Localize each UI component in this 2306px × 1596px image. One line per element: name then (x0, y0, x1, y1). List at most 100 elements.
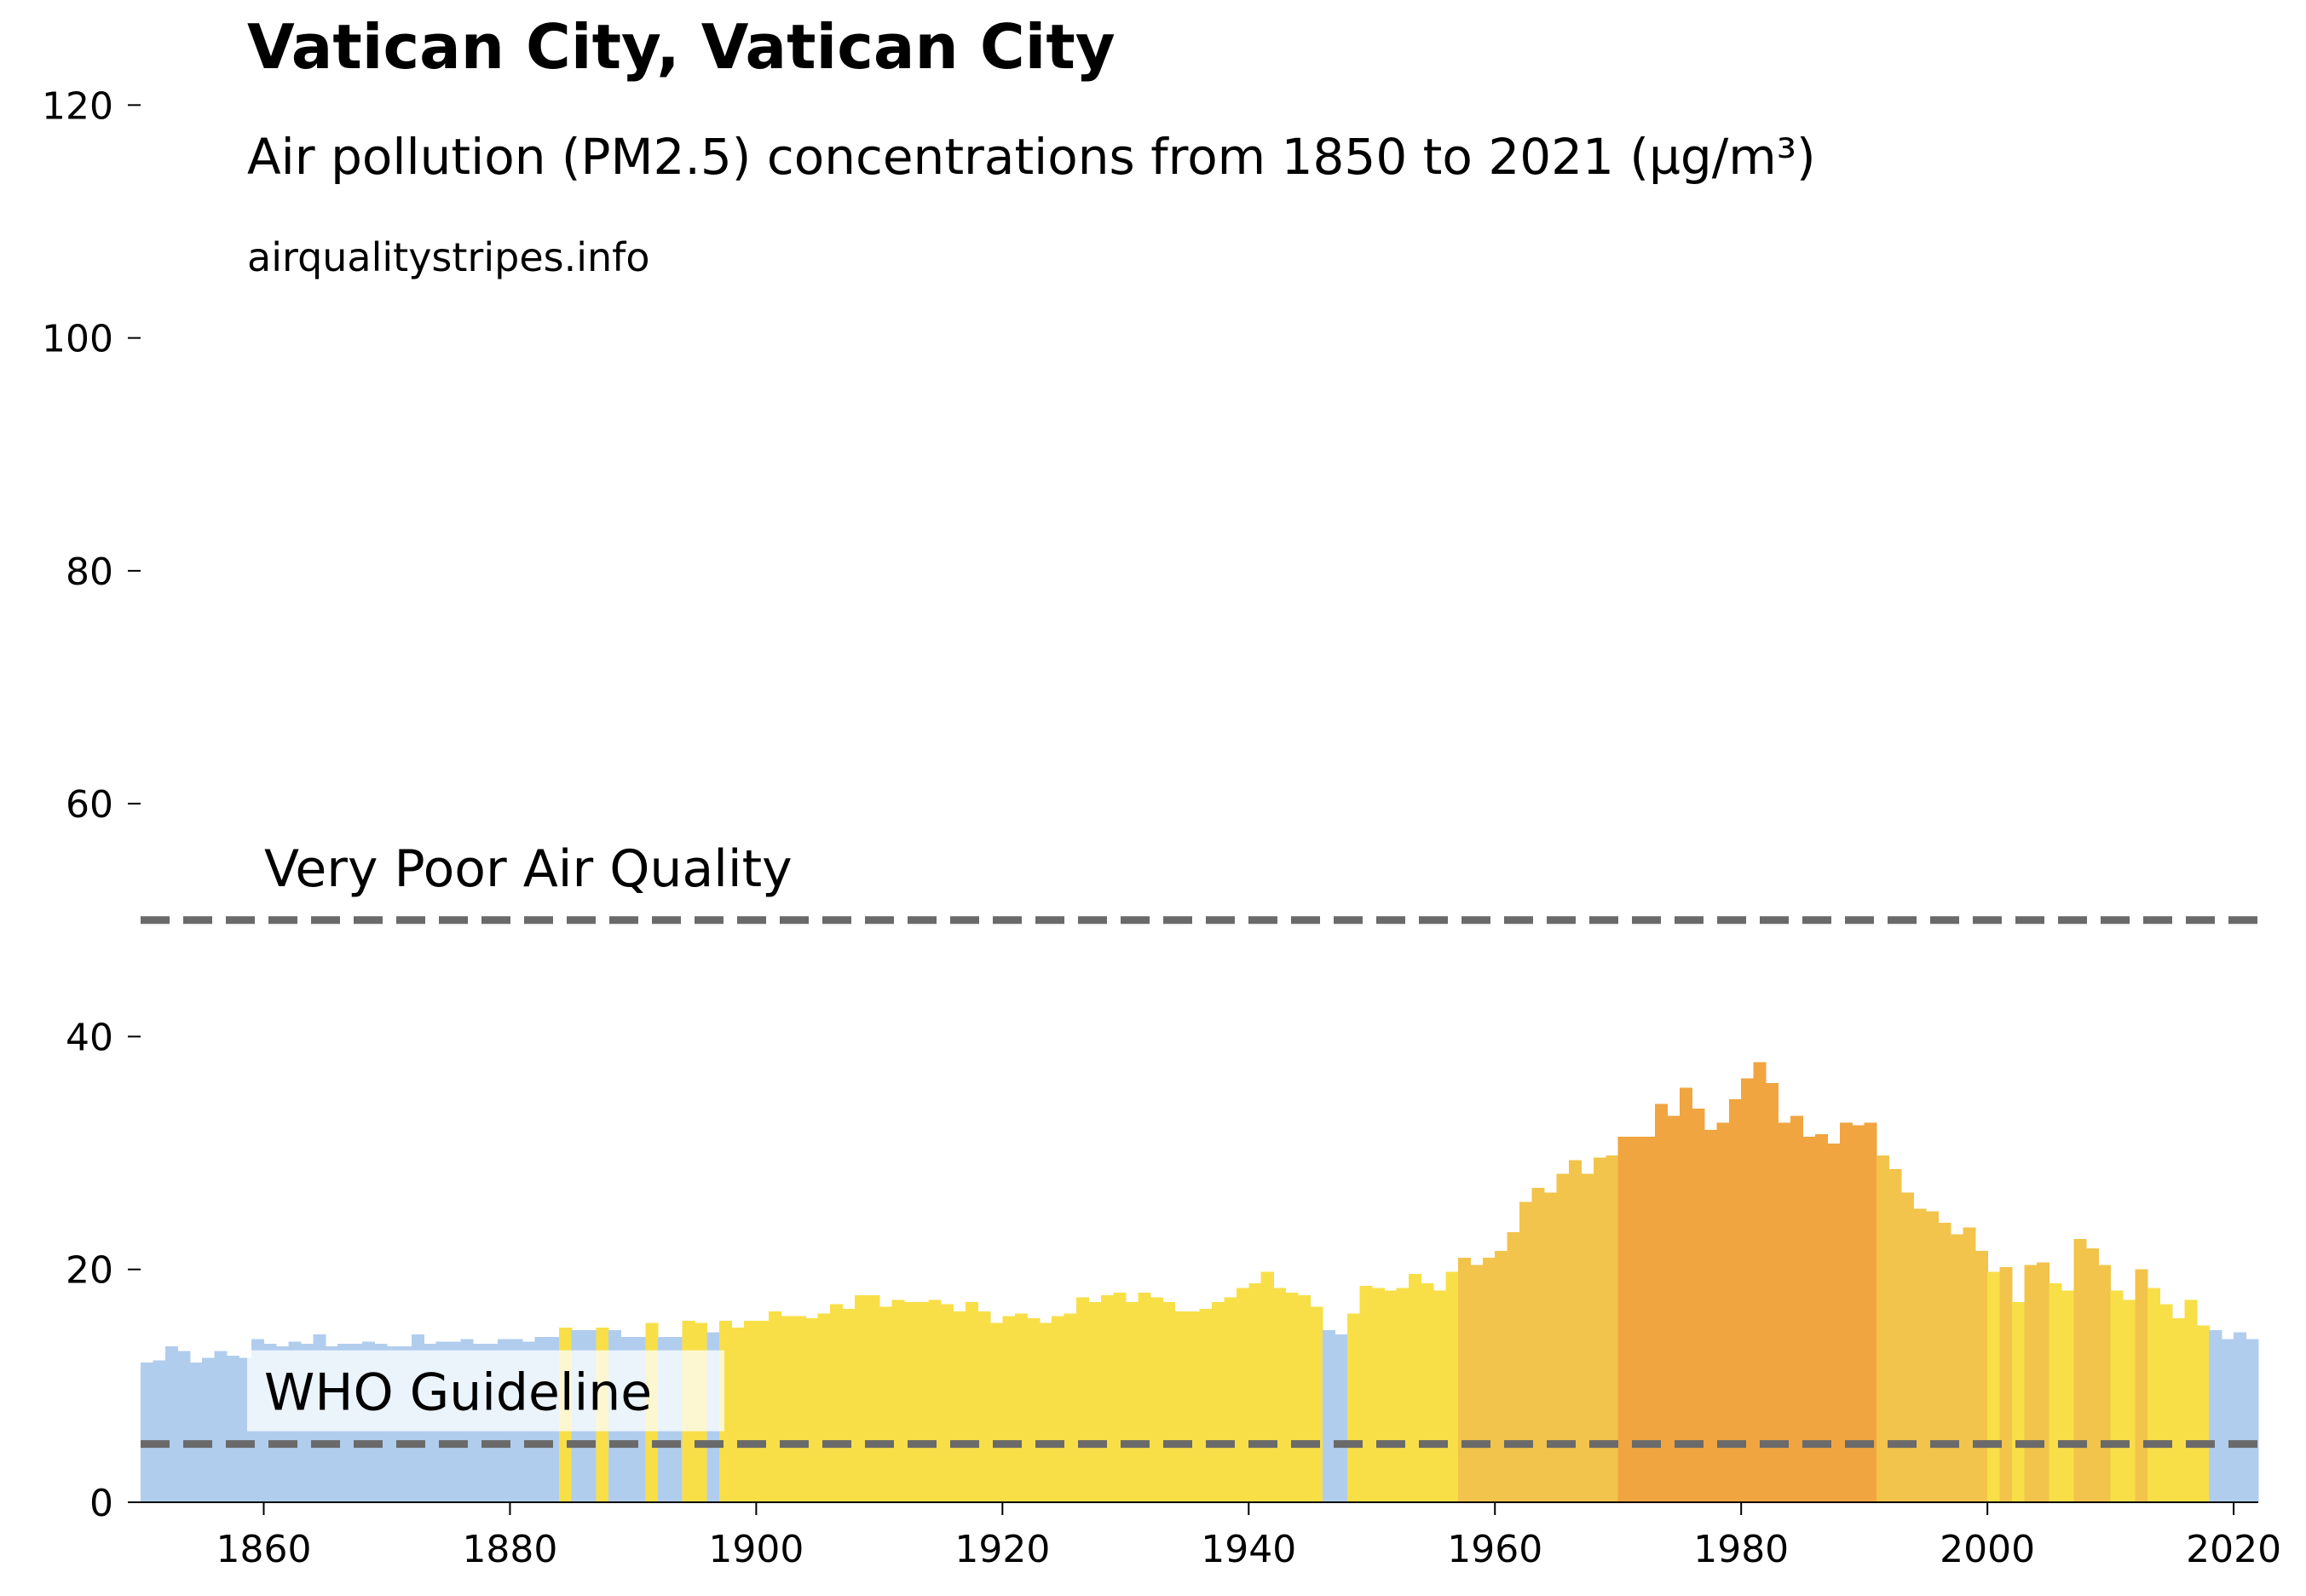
bar-1926 (1076, 1297, 1090, 1502)
x-tick-label-1880: 1880 (462, 1528, 557, 1571)
x-tick-label-1900: 1900 (708, 1528, 804, 1571)
axes: 0 20 40 60 80 100 120 1860 1880 1900 1920 1940 1960 1… (42, 84, 2281, 1571)
bar-1955 (1433, 1290, 1447, 1502)
y-tick-label-100: 100 (42, 318, 113, 361)
bar-1924 (1052, 1316, 1065, 1502)
bar-1947 (1335, 1334, 1348, 1502)
bar-1938 (1224, 1297, 1237, 1502)
bar-1927 (1088, 1301, 1102, 1502)
bar-1915 (941, 1304, 954, 1502)
bar-1998 (1963, 1227, 1976, 1502)
bar-1920 (1002, 1316, 1016, 1502)
bar-1951 (1384, 1290, 1398, 1502)
bar-1851 (153, 1360, 166, 1502)
bar-1919 (989, 1322, 1003, 1502)
bar-1853 (177, 1351, 191, 1502)
bar-1854 (189, 1363, 203, 1502)
x-tick-label-2020: 2020 (2186, 1528, 2281, 1571)
bar-1931 (1138, 1293, 1151, 1502)
bar-2019 (2221, 1339, 2234, 1502)
bar-1986 (1814, 1134, 1828, 1502)
bar-2004 (2036, 1262, 2049, 1502)
bar-1967 (1581, 1173, 1594, 1502)
bar-2003 (2024, 1265, 2038, 1502)
bar-1935 (1187, 1311, 1201, 1502)
bar-1940 (1248, 1283, 1262, 1502)
bar-2009 (2098, 1265, 2112, 1502)
bar-1953 (1409, 1274, 1422, 1502)
bar-1934 (1174, 1311, 1188, 1502)
bar-2015 (2171, 1318, 2185, 1502)
chart-subtitle: Air pollution (PM2.5) concentrations fro… (247, 128, 1816, 186)
x-tick-label-1940: 1940 (1201, 1528, 1296, 1571)
bar-1958 (1470, 1265, 1484, 1502)
bar-1949 (1359, 1285, 1373, 1502)
bar-1989 (1852, 1125, 1865, 1502)
bar-1913 (916, 1301, 930, 1502)
bar-1969 (1606, 1155, 1619, 1502)
bar-2012 (2135, 1269, 2148, 1502)
bar-1995 (1925, 1211, 1939, 1502)
bar-1945 (1310, 1306, 1323, 1502)
bar-2010 (2110, 1290, 2124, 1502)
who-guideline-label-background (247, 1350, 724, 1432)
bar-1972 (1642, 1136, 1656, 1502)
y-tick-label-80: 80 (66, 550, 113, 594)
bar-1925 (1064, 1313, 1077, 1502)
bar-2014 (2159, 1304, 2173, 1502)
bar-1982 (1766, 1083, 1779, 1502)
bar-1857 (227, 1355, 240, 1502)
bar-2005 (2049, 1283, 2062, 1502)
bar-2017 (2196, 1325, 2210, 1502)
bar-1963 (1531, 1188, 1545, 1502)
bar-1985 (1802, 1136, 1816, 1502)
bar-2001 (1999, 1266, 2013, 1502)
bar-2002 (2012, 1301, 2026, 1502)
bar-1916 (953, 1311, 966, 1502)
bar-1956 (1445, 1271, 1459, 1502)
bar-2000 (1987, 1271, 2001, 1502)
bar-1907 (842, 1309, 856, 1502)
bar-1994 (1913, 1208, 1927, 1502)
bar-1961 (1507, 1232, 1520, 1502)
bar-1937 (1211, 1301, 1225, 1502)
bar-1933 (1162, 1301, 1176, 1502)
bar-1970 (1617, 1136, 1631, 1502)
bar-1950 (1371, 1288, 1385, 1502)
bar-1909 (867, 1294, 880, 1502)
bar-1965 (1556, 1173, 1570, 1502)
bar-1975 (1679, 1087, 1693, 1502)
bar-1923 (1039, 1322, 1052, 1502)
bar-1911 (891, 1299, 905, 1502)
bar-1999 (1975, 1250, 1988, 1502)
bar-2013 (2147, 1288, 2161, 1502)
bar-1991 (1877, 1155, 1890, 1502)
bar-1997 (1950, 1234, 1963, 1502)
bar-1929 (1113, 1293, 1127, 1502)
bar-1914 (928, 1299, 942, 1502)
bar-1900 (756, 1320, 770, 1502)
bar-1992 (1888, 1169, 1902, 1502)
bar-1987 (1827, 1144, 1841, 1502)
bar-1979 (1728, 1099, 1742, 1502)
bar-2020 (2234, 1332, 2247, 1502)
x-tick-label-1920: 1920 (954, 1528, 1050, 1571)
bar-1944 (1298, 1294, 1312, 1502)
bar-1932 (1150, 1297, 1163, 1502)
bar-1910 (879, 1306, 892, 1502)
bar-1901 (768, 1311, 781, 1502)
bar-1948 (1346, 1313, 1360, 1502)
x-tick-label-1860: 1860 (216, 1528, 311, 1571)
bar-2011 (2123, 1299, 2136, 1502)
bar-1899 (743, 1320, 757, 1502)
bar-2018 (2209, 1329, 2222, 1502)
bar-1996 (1938, 1223, 1951, 1502)
bar-2021 (2245, 1339, 2259, 1502)
bar-2007 (2073, 1239, 2087, 1502)
bar-1912 (903, 1301, 917, 1502)
bar-1852 (164, 1345, 178, 1502)
who-guideline-label: WHO Guideline (264, 1363, 652, 1423)
bar-1905 (817, 1313, 831, 1502)
bar-1855 (202, 1357, 216, 1502)
